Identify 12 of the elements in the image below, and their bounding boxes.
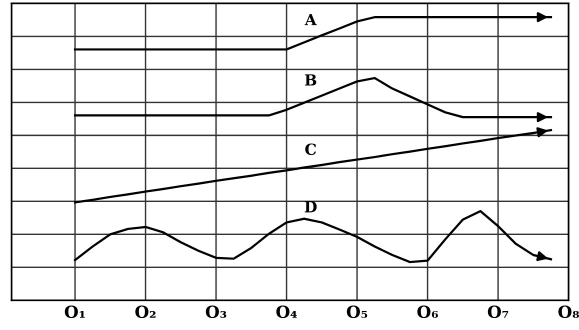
series-label: C xyxy=(305,144,316,156)
x-tick-label: O₄ xyxy=(276,305,297,318)
x-tick-label: O₃ xyxy=(206,305,226,318)
x-tick-label: O₂ xyxy=(135,305,156,318)
x-tick-label: O₇ xyxy=(488,305,508,318)
x-tick-label: O₅ xyxy=(346,305,368,318)
series-label: B xyxy=(304,74,316,86)
series-label: D xyxy=(304,201,317,212)
x-tick-label: O₁ xyxy=(64,305,85,318)
x-tick-label: O₈ xyxy=(558,305,579,318)
series-label: A xyxy=(304,14,317,26)
x-tick-label: O₆ xyxy=(417,305,438,318)
